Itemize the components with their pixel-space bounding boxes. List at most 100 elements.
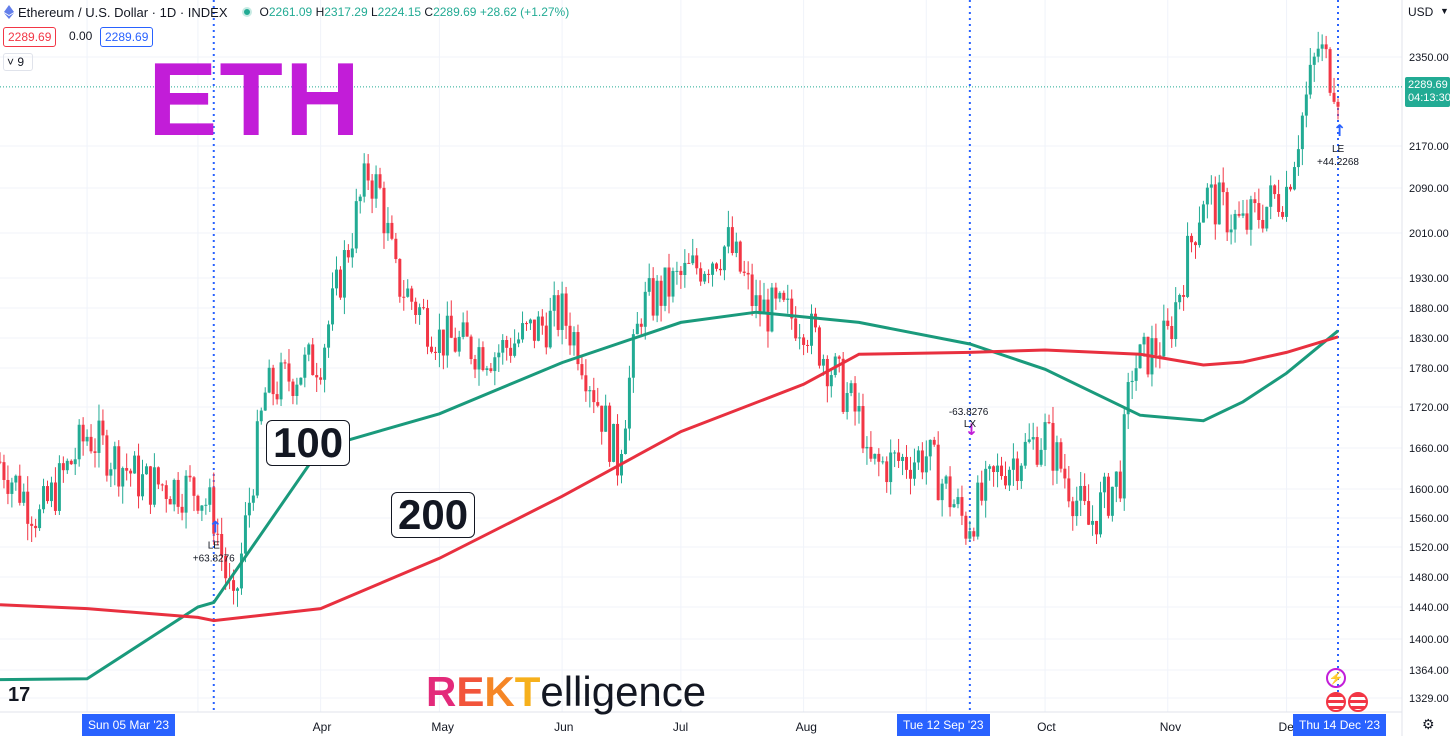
trade-value: -63.8276 (949, 407, 989, 418)
candle-body (144, 466, 148, 475)
currency-selector[interactable]: USD (1408, 5, 1434, 19)
candle-body (49, 482, 53, 502)
price-tick-label: 1880.00 (1409, 303, 1449, 315)
crosshair-date-tag: Thu 14 Dec '23 (1293, 714, 1387, 736)
candle-body (798, 337, 802, 339)
sell-price-button[interactable]: 2289.69 (3, 27, 57, 47)
candle-body (1186, 235, 1190, 297)
candle-body (1000, 465, 1004, 477)
candle-body (398, 259, 402, 297)
month-tick-label: Oct (1037, 720, 1056, 734)
ma-200-line (0, 335, 1339, 623)
price-tick-label: 1600.00 (1409, 484, 1449, 496)
lightning-icon[interactable]: ⚡ (1326, 668, 1346, 688)
candle-body (663, 267, 667, 306)
candle-body (299, 377, 303, 385)
candle-body (93, 451, 97, 453)
indicators-toggle[interactable]: ˅ 9 (3, 53, 33, 71)
candle-body (449, 315, 453, 338)
trade-arrow: ↓ (965, 420, 978, 439)
price-tick-label: 1830.00 (1409, 333, 1449, 345)
crosshair-date-tag: Tue 12 Sep '23 (897, 714, 990, 736)
candle-body (362, 163, 366, 197)
candle-body (1051, 422, 1055, 471)
candle-body (841, 358, 845, 412)
candle-body (303, 354, 307, 378)
candle-body (1241, 213, 1245, 216)
market-status-dot[interactable] (241, 7, 252, 17)
candle-body (810, 313, 814, 346)
symbol-header[interactable]: Ethereum / U.S. Dollar · 1D · INDEX O226… (4, 2, 569, 22)
candle-body (905, 456, 909, 470)
candle-body (291, 381, 295, 396)
candle-body (378, 174, 382, 188)
chevron-down-icon[interactable]: ▼ (1440, 6, 1449, 16)
candle-body (1043, 422, 1047, 450)
us-flag-icon[interactable] (1326, 692, 1346, 712)
candle-body (192, 477, 196, 496)
candle-body (279, 362, 283, 400)
candle-body (1205, 187, 1209, 205)
candle-body (865, 446, 869, 449)
candle-body (980, 482, 984, 501)
candle-body (358, 196, 362, 202)
candle-body (1098, 492, 1102, 535)
candle-body (766, 299, 770, 332)
candle-body (350, 248, 354, 258)
trade-value: +63.8276 (193, 554, 235, 565)
candle-body (1253, 199, 1257, 204)
candle-body (738, 241, 742, 272)
candle-body (327, 324, 331, 348)
candle-body (220, 534, 224, 556)
candle-body (42, 486, 46, 510)
spread-value: 0.00 (69, 29, 93, 43)
candle-body (1261, 219, 1265, 229)
gear-icon[interactable]: ⚙ (1422, 716, 1435, 732)
candle-body (224, 555, 228, 579)
candle-body (1106, 476, 1110, 516)
candle-body (893, 452, 897, 454)
price-tick-label: 1780.00 (1409, 363, 1449, 375)
candle-body (117, 446, 121, 487)
candle-body (730, 227, 734, 254)
candle-body (604, 405, 608, 432)
candle-body (1079, 485, 1083, 501)
candle-body (1285, 186, 1289, 217)
candle-body (271, 367, 275, 395)
last-price-tag: 2289.69 04:13:30 (1405, 77, 1451, 107)
candle-body (873, 453, 877, 459)
candle-body (485, 368, 489, 371)
price-tick-label: 1520.00 (1409, 542, 1449, 554)
candle-body (608, 405, 612, 462)
candle-body (711, 263, 715, 275)
candle-body (263, 392, 267, 411)
candle-body (1245, 213, 1249, 230)
candle-body (1019, 465, 1023, 482)
candle-body (1281, 211, 1285, 217)
price-tick-label: 1720.00 (1409, 402, 1449, 414)
price-tick-label: 2350.00 (1409, 52, 1449, 64)
us-flag-icon[interactable] (1348, 692, 1368, 712)
candle-body (1249, 199, 1253, 230)
candle-body (1336, 101, 1340, 107)
candle-body (184, 475, 188, 513)
candle-body (928, 439, 932, 457)
candle-body (1209, 184, 1213, 188)
candle-body (1320, 44, 1324, 49)
candle-body (734, 241, 738, 254)
candle-body (853, 383, 857, 412)
candle-body (247, 502, 251, 516)
candle-body (1091, 520, 1095, 525)
candle-body (133, 455, 137, 474)
candle-body (410, 288, 414, 302)
buy-price-button[interactable]: 2289.69 (100, 27, 154, 47)
candle-body (1265, 206, 1269, 229)
tradingview-logo[interactable]: 17 (8, 684, 31, 706)
trade-label: LE (1332, 144, 1345, 155)
candle-body (1304, 94, 1308, 116)
candle-body (1277, 194, 1281, 212)
candle-body (956, 497, 960, 505)
candle-body (374, 174, 378, 199)
candle-body (22, 491, 26, 503)
